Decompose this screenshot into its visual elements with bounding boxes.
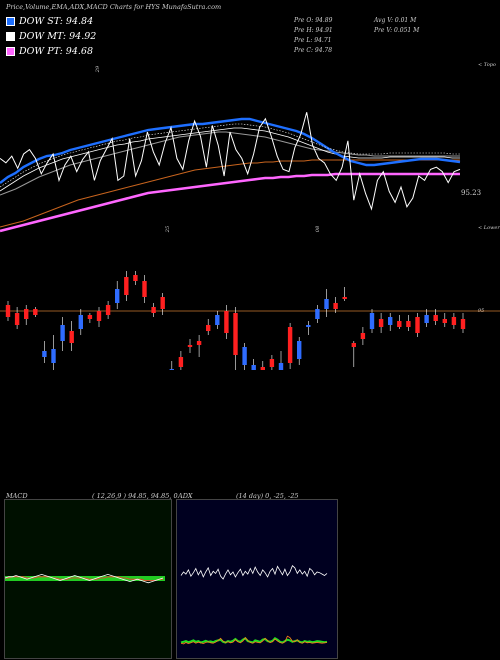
candle-body xyxy=(169,369,174,370)
candle-body xyxy=(233,313,238,355)
candle-body xyxy=(206,325,211,331)
adx-panel xyxy=(176,499,338,659)
candle-body xyxy=(324,299,329,309)
candle-body xyxy=(315,309,320,319)
ema-pt-line xyxy=(0,172,460,233)
candle-body xyxy=(287,327,293,363)
candle-body xyxy=(278,363,284,370)
candle-body xyxy=(69,331,74,343)
stat-avg-volume: Avg V: 0.01 M xyxy=(374,17,417,24)
macd-histogram xyxy=(5,576,165,581)
adx-params: (14 day) 0, -25, -25 xyxy=(236,492,299,500)
candle-body xyxy=(333,303,338,309)
candle-body xyxy=(51,349,56,363)
candle-body xyxy=(251,365,256,370)
candle-body xyxy=(388,317,393,325)
candle-body xyxy=(151,307,156,313)
candle-body xyxy=(342,297,347,299)
candle-body xyxy=(378,319,384,327)
candle-body xyxy=(351,343,356,347)
adx-line xyxy=(180,635,328,645)
legend-item-mt: DOW MT: 94.92 xyxy=(6,31,96,42)
stat-pre-volume: Pre V: 0.051 M xyxy=(374,27,420,34)
legend-label-st: DOW ST: 94.84 xyxy=(19,16,94,27)
candle-body xyxy=(306,325,311,327)
upper-right-label: < Topo xyxy=(478,62,496,68)
candle-body xyxy=(397,321,402,327)
candle-body xyxy=(424,315,429,323)
macd-line xyxy=(5,573,164,584)
legend-item-pt: DOW PT: 94.68 xyxy=(6,46,93,57)
candle-body xyxy=(24,309,29,319)
candle-body xyxy=(415,317,420,333)
candle-body xyxy=(196,341,202,345)
candle-body xyxy=(215,315,220,325)
candle-body xyxy=(87,315,93,319)
lower-right-label: < Lower xyxy=(478,225,500,231)
ema-mid-line xyxy=(0,127,460,192)
legend-swatch-st xyxy=(6,17,15,26)
macd-label: MACD xyxy=(6,492,28,500)
legend-item-st: DOW ST: 94.84 xyxy=(6,16,93,27)
legend-swatch-mt xyxy=(6,32,15,41)
ema-dotted-line xyxy=(0,123,460,188)
candle-body xyxy=(187,345,193,347)
candle-body xyxy=(224,311,229,333)
ema-fast-line xyxy=(0,117,461,184)
candle-body xyxy=(5,305,11,317)
candle-body xyxy=(42,351,47,357)
price-tag: 95.23 xyxy=(461,189,482,197)
adx-background xyxy=(177,500,337,658)
candle-body xyxy=(142,281,147,297)
legend-label-mt: DOW MT: 94.92 xyxy=(19,31,97,42)
ema-long-line xyxy=(0,159,460,228)
candle-body xyxy=(14,313,20,325)
adx-plus-di-line xyxy=(180,565,328,580)
candle-body xyxy=(115,289,120,303)
adx-minus-di-line xyxy=(180,637,328,644)
price-ema-chart xyxy=(0,112,461,233)
adx-label: ADX xyxy=(178,492,193,500)
stat-pre-close: Pre C: 94.78 xyxy=(294,47,333,54)
candle-body xyxy=(124,277,129,295)
candle-body xyxy=(78,315,83,329)
candle-body xyxy=(460,319,466,329)
chart-title: Price,Volume,EMA,ADX,MACD Charts for HYS… xyxy=(6,3,222,11)
candle-body xyxy=(433,315,438,321)
candle-body xyxy=(406,321,411,327)
price-line xyxy=(0,112,461,211)
candle-body xyxy=(105,305,111,315)
macd-params: ( 12,26,9 ) 94.85, 94.85, 0 xyxy=(92,492,178,500)
legend-label-pt: DOW PT: 94.68 xyxy=(19,46,93,57)
stat-pre-high: Pre H: 94.91 xyxy=(294,27,333,34)
legend-swatch-pt xyxy=(6,47,15,56)
candle-body xyxy=(96,311,102,321)
candle-body xyxy=(442,319,447,323)
candle-body xyxy=(369,313,375,329)
candlestick-chart xyxy=(0,271,500,370)
candle-body xyxy=(269,359,275,367)
stat-pre-open: Pre O: 94.89 xyxy=(294,17,333,24)
candle-body xyxy=(451,317,457,325)
candle-body xyxy=(297,341,302,359)
candle-body xyxy=(360,333,366,339)
stat-pre-low: Pre L: 94.71 xyxy=(294,37,332,44)
candle-body xyxy=(242,347,247,365)
candle-body xyxy=(260,367,265,370)
candle-body xyxy=(178,357,184,367)
candle-body xyxy=(160,297,165,309)
candle-body xyxy=(133,275,138,281)
macd-panel xyxy=(4,499,172,659)
candle-body xyxy=(33,309,38,315)
candle-body xyxy=(60,325,65,341)
